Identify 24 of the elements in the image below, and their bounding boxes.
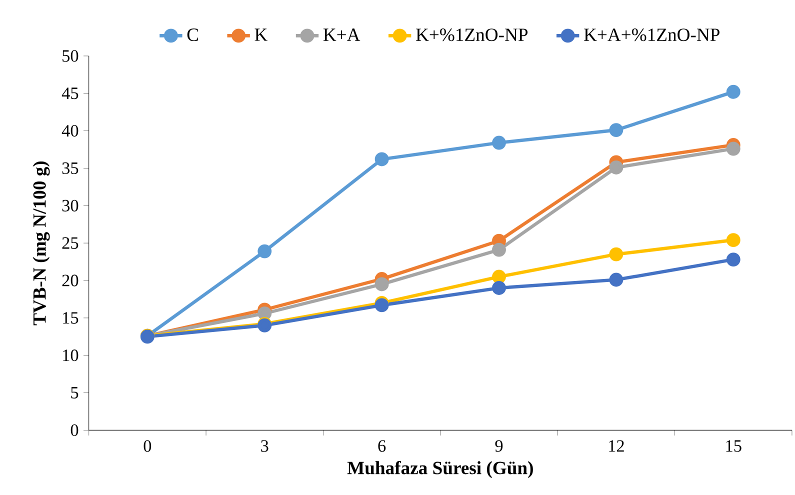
x-tick-label: 3 xyxy=(261,440,268,452)
y-tick-label: 25 xyxy=(62,237,78,249)
y-tick-label: 0 xyxy=(70,424,78,436)
x-tick-label: 12 xyxy=(609,440,624,452)
y-tick-label: 40 xyxy=(62,124,78,137)
y-tick-label: 30 xyxy=(62,200,78,212)
y-tick-label: 50 xyxy=(62,50,78,62)
y-tick-label: 45 xyxy=(62,87,78,100)
y-axis-title: TVB-N (mg N/100 g) xyxy=(32,161,50,326)
y-tick-label: 20 xyxy=(62,274,78,286)
y-tick-label: 10 xyxy=(63,349,78,362)
y-tick-label: 15 xyxy=(63,312,78,324)
x-tick-label: 15 xyxy=(726,440,742,452)
y-tick-label: 35 xyxy=(62,162,78,174)
x-tick-label: 6 xyxy=(378,440,386,452)
legend-label: K xyxy=(254,28,268,41)
legend-label: K+%1ZnO-NP xyxy=(416,28,528,42)
legend-label: C xyxy=(187,28,198,41)
x-tick-label: 9 xyxy=(495,440,503,452)
legend-label: K+A xyxy=(323,28,360,41)
x-axis-title: Muhafaza Süresi (Gün) xyxy=(347,460,533,478)
x-tick-label: 0 xyxy=(144,440,152,452)
legend-label: K+A+%1ZnO-NP xyxy=(584,28,720,42)
y-tick-label: 5 xyxy=(71,386,78,398)
